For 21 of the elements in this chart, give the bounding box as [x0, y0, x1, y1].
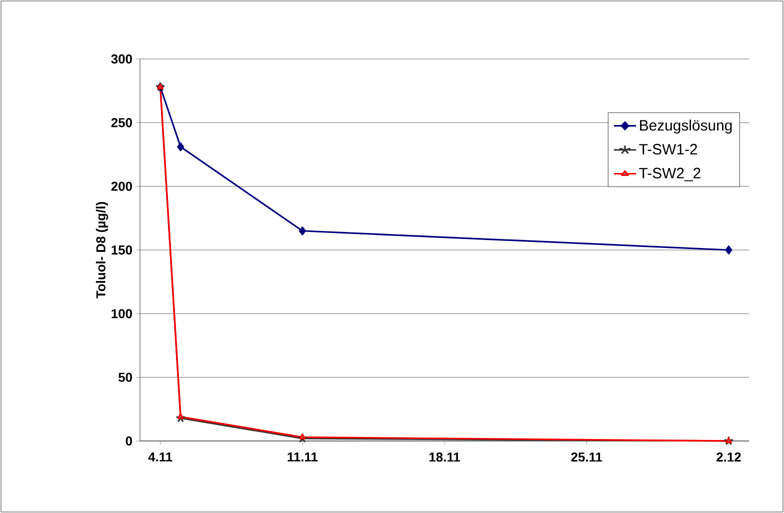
y-tick-label: 150 — [112, 245, 132, 255]
point — [299, 434, 306, 440]
x-tick-label: 25.11 — [571, 452, 602, 462]
x-tick-label: 18.11 — [429, 452, 460, 462]
y-tick-label: 200 — [111, 182, 132, 191]
point — [177, 413, 184, 419]
point — [725, 246, 732, 254]
legend-label: T-SW1-2 — [639, 144, 698, 154]
y-tick-label: 300 — [111, 54, 132, 64]
legend-label: Bezugslösung — [640, 120, 732, 134]
x-tick-label: 4.11 — [148, 452, 172, 462]
x-tick-label: 2.12 — [716, 452, 741, 462]
y-tick-label: 250 — [111, 118, 132, 128]
y-tick-label: 100 — [112, 309, 132, 318]
x-tick-label: 11.11 — [288, 452, 318, 462]
y-tick-label: 50 — [118, 372, 132, 382]
legend-label: T-SW2_2 — [639, 168, 700, 182]
point — [298, 226, 306, 236]
point — [177, 142, 184, 152]
y-tick-label: 0 — [126, 436, 132, 446]
y-axis-title: Toluol- D8 (µg/l) — [96, 202, 108, 298]
